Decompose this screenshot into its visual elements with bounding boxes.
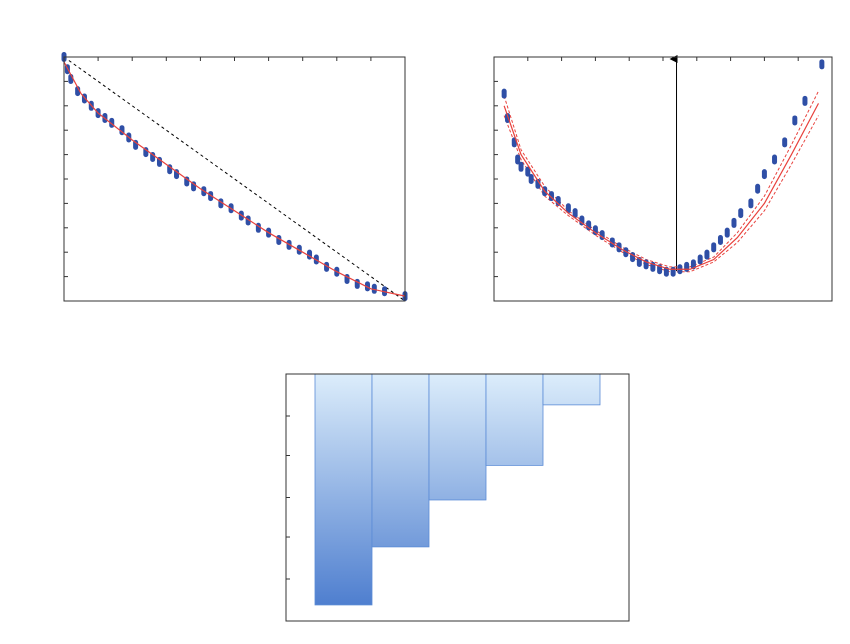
point bbox=[150, 152, 156, 163]
point bbox=[133, 139, 139, 150]
point bbox=[354, 278, 360, 289]
confidence-band bbox=[503, 90, 819, 268]
point bbox=[528, 174, 534, 184]
point bbox=[731, 217, 737, 228]
point bbox=[555, 195, 561, 206]
point bbox=[245, 215, 251, 226]
fit-line bbox=[63, 61, 406, 297]
point bbox=[535, 178, 541, 189]
point bbox=[717, 235, 723, 245]
point bbox=[364, 281, 370, 292]
point bbox=[592, 225, 598, 236]
point bbox=[738, 208, 744, 219]
point bbox=[623, 247, 629, 258]
point bbox=[819, 59, 825, 70]
point bbox=[586, 220, 592, 231]
chart bbox=[61, 52, 408, 302]
point bbox=[167, 164, 173, 175]
fit-line bbox=[503, 103, 820, 270]
point bbox=[143, 147, 149, 158]
point bbox=[191, 181, 197, 192]
point bbox=[501, 88, 507, 99]
point bbox=[684, 261, 690, 272]
point bbox=[792, 115, 798, 126]
point bbox=[324, 261, 330, 272]
point bbox=[755, 183, 761, 194]
point bbox=[704, 249, 710, 260]
reference-line bbox=[63, 56, 406, 302]
point bbox=[761, 169, 767, 180]
point bbox=[184, 176, 190, 187]
point bbox=[565, 203, 571, 214]
point bbox=[802, 95, 808, 106]
point bbox=[579, 215, 585, 226]
bar bbox=[314, 373, 373, 606]
point bbox=[748, 198, 754, 209]
point bbox=[670, 266, 676, 277]
point bbox=[515, 154, 521, 165]
bar bbox=[371, 373, 430, 548]
point bbox=[174, 169, 180, 180]
point bbox=[711, 242, 717, 253]
point bbox=[572, 208, 578, 219]
point bbox=[525, 166, 531, 177]
point bbox=[156, 156, 162, 167]
point bbox=[782, 137, 788, 148]
bar bbox=[428, 373, 487, 501]
plot-frame bbox=[493, 56, 833, 302]
point bbox=[697, 254, 703, 265]
point bbox=[724, 227, 730, 238]
chart bbox=[285, 373, 630, 622]
point bbox=[609, 237, 615, 248]
point bbox=[772, 154, 778, 165]
point bbox=[518, 161, 524, 172]
point bbox=[208, 191, 214, 202]
point bbox=[371, 283, 377, 294]
bar bbox=[542, 373, 601, 406]
bar bbox=[485, 373, 544, 466]
chart bbox=[493, 55, 833, 302]
